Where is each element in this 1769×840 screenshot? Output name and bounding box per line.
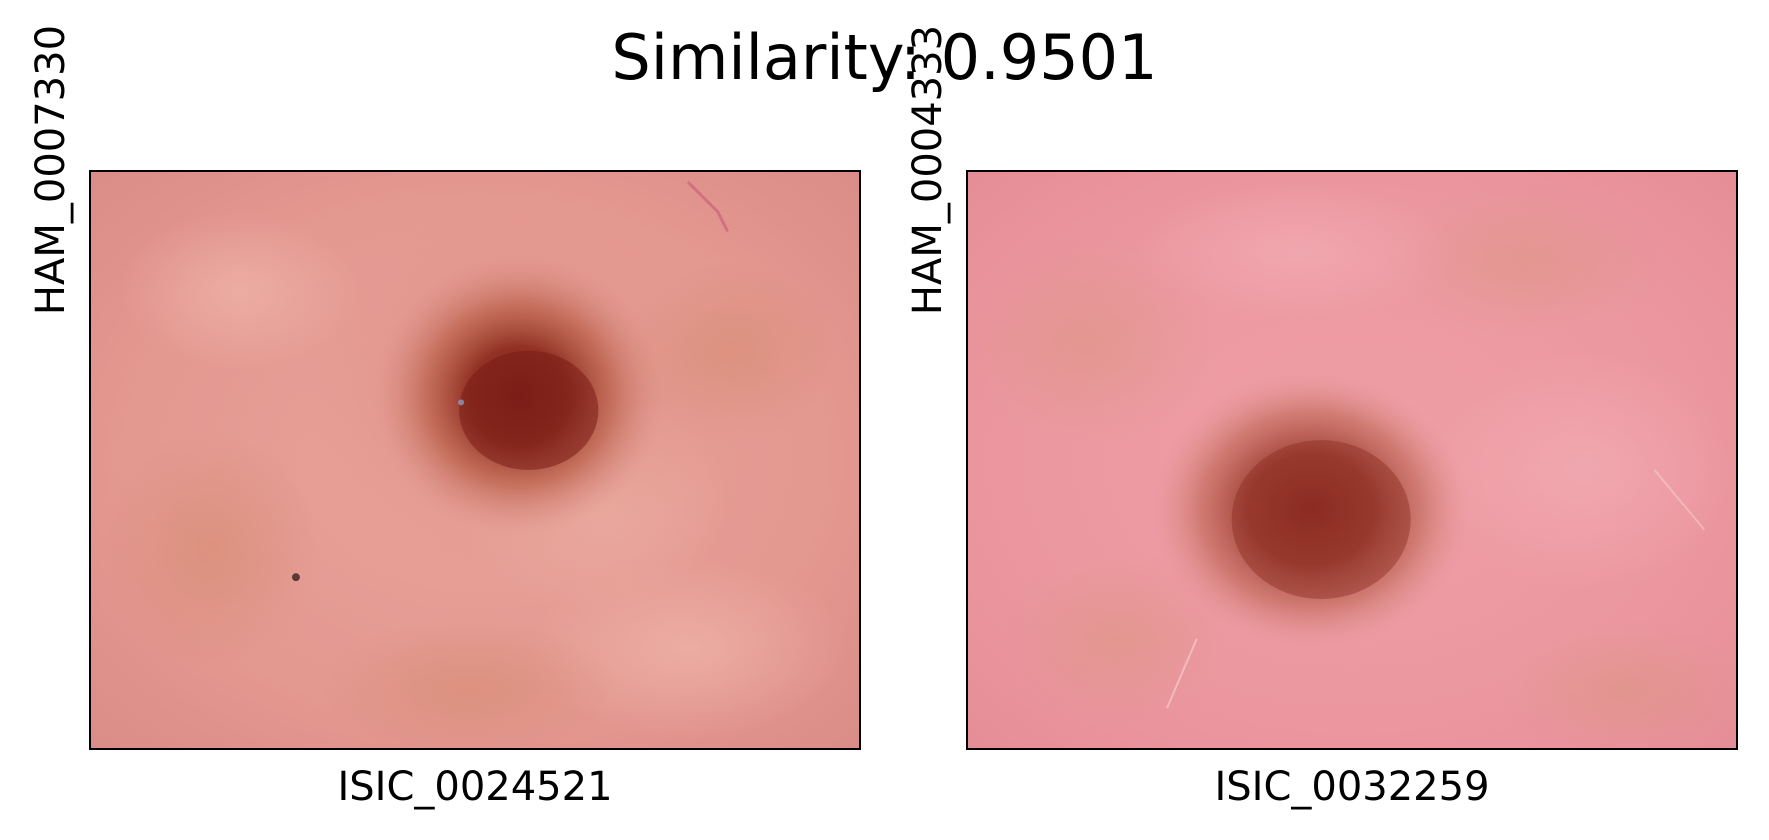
right-xlabel: ISIC_0032259: [1214, 764, 1490, 810]
left-dermoscopy-image: [91, 172, 859, 748]
right-image-panel: [966, 170, 1738, 750]
figure-title: Similarity: 0.9501: [611, 21, 1158, 94]
right-dermoscopy-image: [968, 172, 1736, 748]
left-xlabel: ISIC_0024521: [337, 764, 613, 810]
right-ylabel: HAM_0004333: [905, 24, 951, 316]
left-ylabel: HAM_0007330: [28, 24, 74, 316]
left-image-panel: [89, 170, 861, 750]
